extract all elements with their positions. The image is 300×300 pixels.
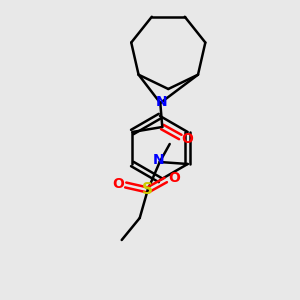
Text: N: N	[153, 153, 164, 167]
Text: O: O	[112, 177, 124, 191]
Text: O: O	[181, 132, 193, 146]
Text: S: S	[142, 182, 153, 197]
Text: N: N	[155, 95, 167, 109]
Text: O: O	[168, 171, 180, 185]
